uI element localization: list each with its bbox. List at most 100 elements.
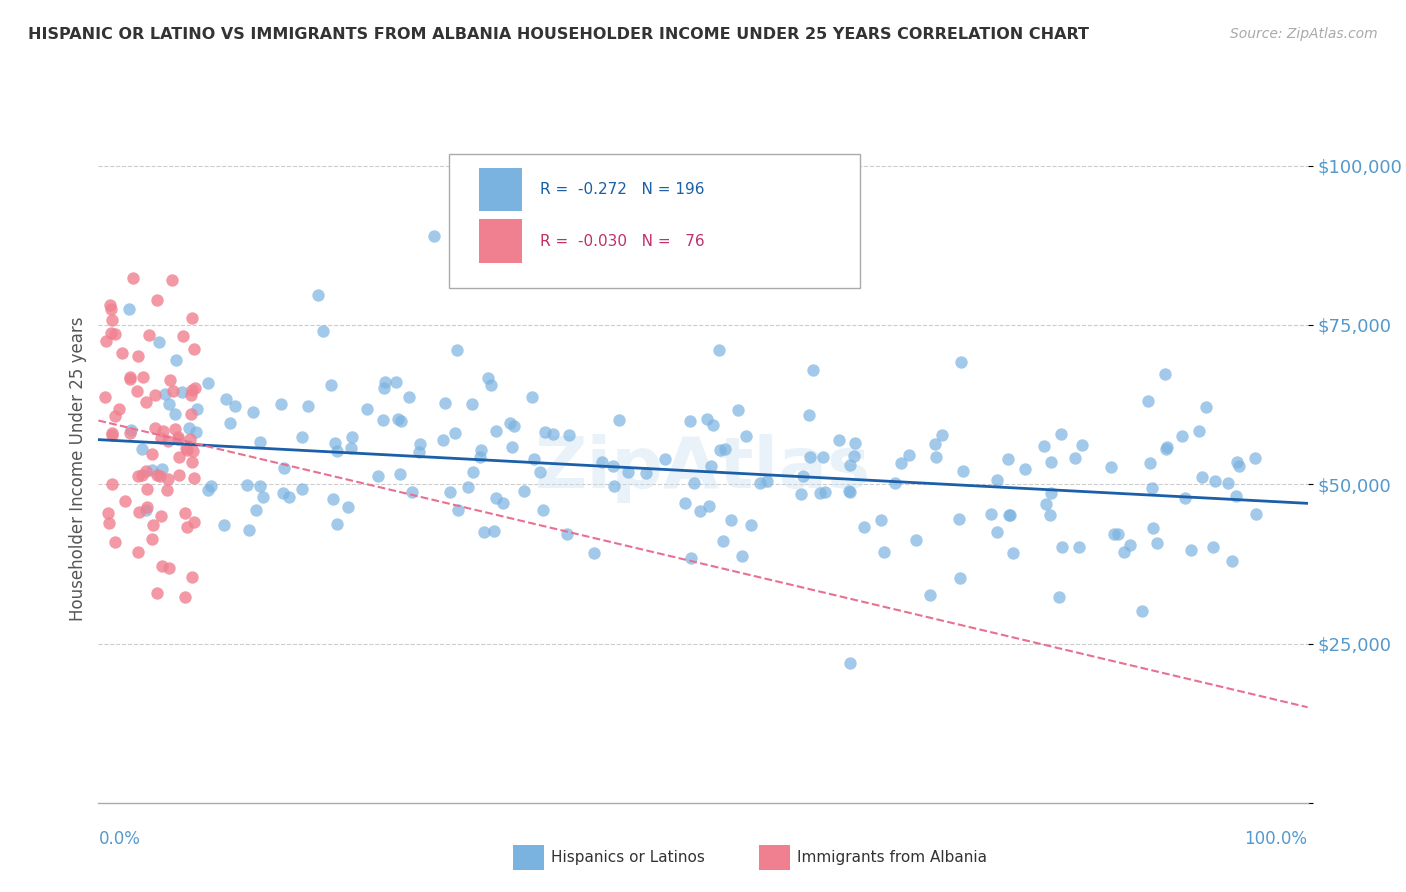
- Point: [135, 395, 157, 409]
- Point: [607, 413, 630, 427]
- Point: [931, 428, 953, 442]
- Point: [799, 450, 821, 465]
- Point: [869, 513, 891, 527]
- Point: [654, 451, 676, 466]
- Point: [176, 443, 198, 458]
- Point: [183, 516, 205, 530]
- Point: [709, 443, 731, 458]
- Point: [100, 477, 122, 491]
- Point: [97, 506, 120, 520]
- Point: [176, 520, 198, 534]
- Point: [810, 486, 832, 500]
- Point: [432, 433, 454, 447]
- Point: [1225, 489, 1247, 503]
- Point: [727, 403, 749, 417]
- Point: [1154, 442, 1177, 457]
- Point: [108, 402, 131, 417]
- Point: [197, 376, 219, 390]
- Point: [883, 475, 905, 490]
- Point: [1139, 456, 1161, 470]
- Point: [181, 570, 204, 584]
- Point: [150, 461, 173, 475]
- Point: [1136, 394, 1159, 409]
- Point: [697, 500, 720, 514]
- Point: [103, 534, 125, 549]
- Point: [114, 493, 136, 508]
- Point: [617, 465, 640, 479]
- Point: [118, 369, 141, 384]
- Point: [827, 433, 849, 447]
- Point: [141, 532, 163, 546]
- Point: [183, 470, 205, 484]
- Point: [1130, 604, 1153, 618]
- Point: [249, 479, 271, 493]
- Point: [387, 412, 409, 426]
- Point: [179, 432, 201, 446]
- Point: [468, 450, 491, 464]
- Point: [131, 467, 153, 482]
- Point: [1047, 591, 1070, 605]
- Point: [157, 561, 180, 575]
- Point: [184, 425, 207, 440]
- Point: [104, 409, 127, 423]
- Point: [731, 549, 754, 563]
- Point: [218, 416, 240, 430]
- Point: [839, 656, 862, 670]
- Point: [127, 468, 149, 483]
- Point: [720, 513, 742, 527]
- Point: [740, 517, 762, 532]
- Point: [340, 442, 363, 456]
- Point: [1033, 439, 1056, 453]
- Text: Immigrants from Albania: Immigrants from Albania: [797, 850, 987, 864]
- Point: [125, 384, 148, 398]
- Point: [492, 496, 515, 510]
- Point: [252, 490, 274, 504]
- Point: [1063, 451, 1085, 466]
- Point: [101, 313, 124, 327]
- Point: [852, 520, 875, 534]
- Point: [159, 373, 181, 387]
- Point: [1107, 527, 1129, 541]
- Point: [197, 483, 219, 497]
- Point: [555, 527, 578, 541]
- Point: [924, 437, 946, 451]
- Point: [1035, 497, 1057, 511]
- Point: [180, 383, 202, 397]
- Point: [153, 387, 176, 401]
- Point: [374, 375, 396, 389]
- Point: [1243, 450, 1265, 465]
- Point: [1146, 535, 1168, 549]
- Point: [94, 390, 117, 404]
- Point: [790, 487, 813, 501]
- Point: [801, 363, 824, 377]
- Point: [174, 590, 197, 604]
- Point: [814, 485, 837, 500]
- Point: [146, 468, 169, 483]
- Point: [682, 475, 704, 490]
- Point: [180, 408, 202, 422]
- Point: [326, 444, 349, 458]
- Text: 100.0%: 100.0%: [1244, 830, 1308, 847]
- Point: [104, 327, 127, 342]
- Point: [127, 545, 149, 559]
- Point: [522, 390, 544, 404]
- Point: [180, 455, 202, 469]
- Point: [322, 491, 344, 506]
- Point: [245, 502, 267, 516]
- Point: [1140, 481, 1163, 495]
- Point: [326, 516, 349, 531]
- Point: [603, 479, 626, 493]
- Point: [533, 503, 555, 517]
- Point: [409, 437, 432, 451]
- Point: [308, 288, 330, 302]
- Point: [434, 396, 457, 410]
- Point: [174, 441, 197, 455]
- Point: [146, 293, 169, 308]
- Point: [100, 326, 122, 341]
- Point: [200, 479, 222, 493]
- Point: [998, 508, 1021, 523]
- Point: [1039, 508, 1062, 522]
- Point: [273, 460, 295, 475]
- Point: [373, 381, 395, 395]
- Point: [591, 455, 613, 469]
